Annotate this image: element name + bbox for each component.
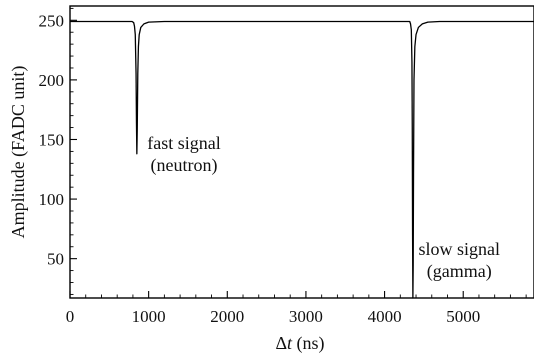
x-tick-label-4: 4000 (368, 307, 402, 326)
y-tick-label-0: 50 (47, 250, 64, 269)
x-axis-ticks: 0 1000 2000 3000 4000 5000 (66, 291, 480, 326)
y-axis-ticks: 50 100 150 200 250 (39, 11, 77, 269)
annotation-0-line-0: fast signal (147, 133, 221, 153)
annotation-1: slow signal (gamma) (419, 239, 501, 282)
x-axis-title-suffix: (ns) (292, 333, 325, 354)
annotation-1-line-0: slow signal (419, 239, 501, 259)
annotation-0-line-1: (neutron) (151, 155, 218, 176)
x-axis-title-prefix: Δ (275, 333, 287, 353)
signal-trace (70, 20, 534, 299)
annotations: fast signal (neutron) slow signal (gamma) (147, 133, 500, 282)
annotation-0: fast signal (neutron) (147, 133, 221, 176)
plot-frame (69, 5, 534, 299)
y-tick-label-4: 250 (39, 11, 65, 30)
x-tick-label-2: 2000 (210, 307, 244, 326)
annotation-1-line-1: (gamma) (427, 261, 492, 282)
x-tick-label-1: 1000 (132, 307, 166, 326)
x-tick-label-0: 0 (66, 307, 75, 326)
x-axis-title-var: t (287, 333, 293, 353)
y-tick-label-3: 200 (39, 71, 65, 90)
y-tick-label-1: 100 (39, 190, 65, 209)
y-axis-title: Amplitude (FADC unit) (8, 66, 29, 239)
minor-ticks (70, 7, 527, 298)
y-tick-label-2: 150 (39, 130, 65, 149)
x-tick-label-5: 5000 (446, 307, 480, 326)
x-tick-label-3: 3000 (289, 307, 323, 326)
x-axis-title: Δt (ns) (275, 333, 324, 354)
